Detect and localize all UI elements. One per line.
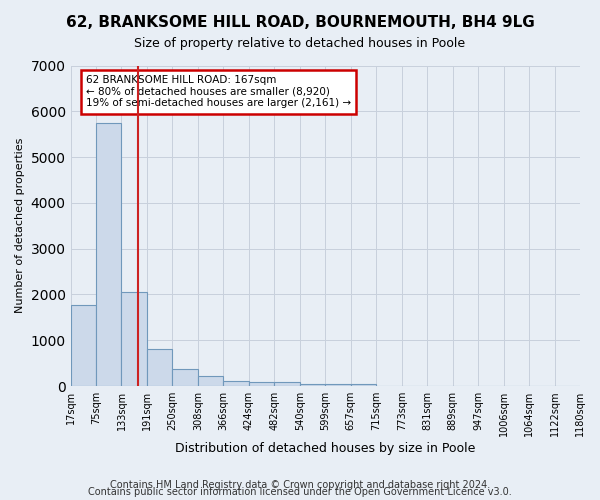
Bar bbox=[249, 382, 274, 386]
Text: Contains public sector information licensed under the Open Government Licence v3: Contains public sector information licen… bbox=[88, 487, 512, 497]
Text: Size of property relative to detached houses in Poole: Size of property relative to detached ho… bbox=[134, 38, 466, 51]
Text: 62, BRANKSOME HILL ROAD, BOURNEMOUTH, BH4 9LG: 62, BRANKSOME HILL ROAD, BOURNEMOUTH, BH… bbox=[65, 15, 535, 30]
Bar bbox=[198, 376, 223, 386]
Bar bbox=[274, 382, 300, 386]
Text: Contains HM Land Registry data © Crown copyright and database right 2024.: Contains HM Land Registry data © Crown c… bbox=[110, 480, 490, 490]
Y-axis label: Number of detached properties: Number of detached properties bbox=[15, 138, 25, 314]
Bar bbox=[351, 384, 376, 386]
Bar bbox=[71, 304, 96, 386]
Bar bbox=[147, 348, 172, 386]
Text: 62 BRANKSOME HILL ROAD: 167sqm
← 80% of detached houses are smaller (8,920)
19% : 62 BRANKSOME HILL ROAD: 167sqm ← 80% of … bbox=[86, 75, 351, 108]
Bar bbox=[172, 369, 198, 386]
Bar bbox=[121, 292, 147, 386]
X-axis label: Distribution of detached houses by size in Poole: Distribution of detached houses by size … bbox=[175, 442, 475, 455]
Bar bbox=[96, 122, 121, 386]
Bar bbox=[223, 381, 249, 386]
Bar bbox=[300, 384, 325, 386]
Bar bbox=[325, 384, 351, 386]
